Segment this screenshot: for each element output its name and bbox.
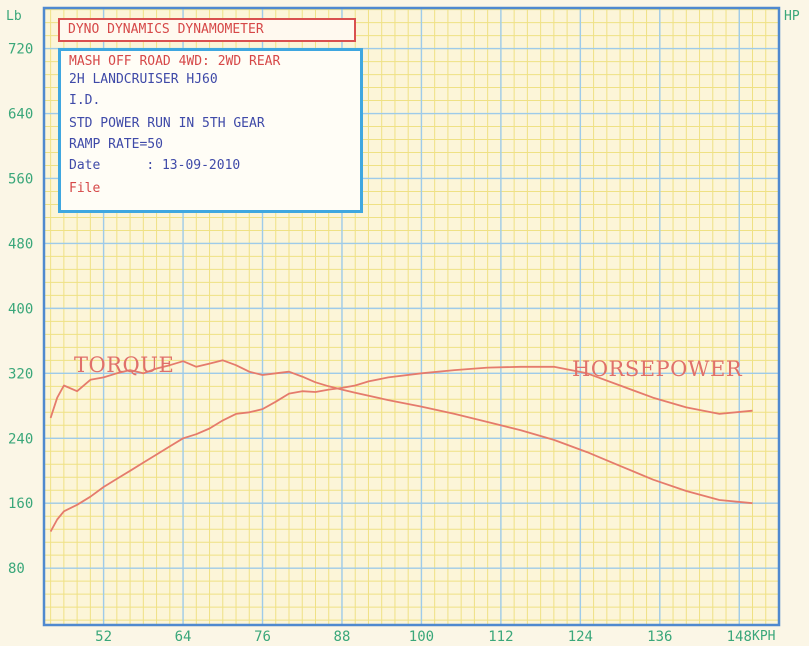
info-line-customer: MASH OFF ROAD 4WD: 2WD REAR (69, 54, 281, 69)
x-tick-label: 112 (488, 629, 513, 645)
info-line-file: File (69, 181, 101, 196)
y-tick-label: 640 (8, 107, 33, 123)
y-tick-label: 480 (8, 236, 33, 252)
chart-title: DYNO DYNAMICS DYNAMOMETER (68, 22, 264, 37)
info-line-id: I.D. (69, 93, 101, 108)
date-value: : 13-09-2010 (146, 158, 241, 173)
x-tick-label: 64 (175, 629, 192, 645)
y2-axis-unit-label: HP (784, 9, 800, 24)
run-info-box: MASH OFF ROAD 4WD: 2WD REAR 2H LANDCRUIS… (58, 48, 363, 213)
y-tick-label: 240 (8, 431, 33, 447)
series-line-torque (49, 359, 753, 505)
x-tick-label: 52 (95, 629, 112, 645)
chart-title-box: DYNO DYNAMICS DYNAMOMETER (58, 18, 356, 42)
series-label-torque: TORQUE (74, 353, 174, 377)
x-tick-label: 88 (334, 629, 351, 645)
y-tick-label: 720 (8, 42, 33, 58)
x-axis-ticks: 52 64 76 88 100 112 124 136 148 (95, 629, 752, 645)
series-line-horsepower (49, 365, 753, 533)
y-axis-unit-label: Lb (6, 9, 22, 24)
y-tick-label: 400 (8, 301, 33, 317)
x-tick-label: 136 (647, 629, 672, 645)
y-tick-label: 560 (8, 171, 33, 187)
y-tick-label: 320 (8, 366, 33, 382)
x-tick-label: 148 (727, 629, 752, 645)
series-label-horsepower: HORSEPOWER (572, 357, 743, 381)
series-lines (49, 359, 753, 533)
x-tick-label: 76 (254, 629, 271, 645)
date-label: Date (69, 158, 101, 173)
y-axis-ticks: 80 160 240 320 400 480 560 640 720 (8, 42, 33, 578)
info-line-ramp: RAMP RATE=50 (69, 137, 163, 152)
info-line-run: STD POWER RUN IN 5TH GEAR (69, 116, 265, 131)
x-tick-label: 100 (409, 629, 434, 645)
plot-frame (42, 6, 781, 627)
info-line-date: Date : 13-09-2010 (69, 154, 360, 177)
info-line-vehicle: 2H LANDCRUISER HJ60 (69, 72, 218, 87)
y-tick-label: 80 (8, 561, 25, 577)
y-tick-label: 160 (8, 496, 33, 512)
x-axis-unit-label: KPH (752, 629, 775, 644)
x-tick-label: 124 (568, 629, 593, 645)
